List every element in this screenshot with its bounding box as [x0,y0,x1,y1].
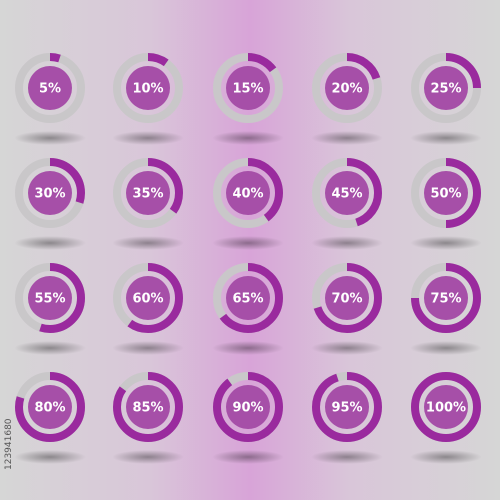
ring-arc [113,372,183,442]
shadow [311,131,383,145]
ring-arc [15,158,85,228]
value-label: 60% [132,292,163,307]
shadow [212,450,284,464]
shadow [14,131,86,145]
value-label: 50% [430,187,461,202]
shadow [112,131,184,145]
value-label: 65% [232,292,263,307]
shadow [311,341,383,355]
shadow [14,450,86,464]
value-label: 30% [34,187,65,202]
value-label: 35% [132,187,163,202]
shadow [410,450,482,464]
center-disc [28,385,72,429]
center-disc [424,276,468,320]
ring-arc [411,158,481,228]
ring-arc [312,372,382,442]
shadow [311,236,383,250]
center-disc [424,66,468,110]
ring-arc [15,372,85,442]
ring-arc [213,263,283,333]
ring-arc [113,158,183,228]
shadow [410,236,482,250]
center-disc [126,171,170,215]
ring-arc [411,372,481,442]
ring-arc [312,263,382,333]
side-label: 123941680 [4,418,14,470]
ring-arc [213,372,283,442]
center-disc [325,66,369,110]
ring-arc [15,53,85,123]
shadow [14,236,86,250]
center-disc [28,276,72,320]
value-label: 90% [232,401,263,416]
center-disc [126,66,170,110]
value-label: 85% [132,401,163,416]
value-label: 20% [331,82,362,97]
center-disc [424,385,468,429]
shadow [410,131,482,145]
center-disc [28,66,72,110]
ring-arc [113,53,183,123]
center-disc [28,171,72,215]
center-disc [126,385,170,429]
ring-arc [312,158,382,228]
ring-arc [312,53,382,123]
value-label: 75% [430,292,461,307]
center-disc [325,171,369,215]
value-label: 40% [232,187,263,202]
center-disc [325,276,369,320]
value-label: 45% [331,187,362,202]
value-label: 55% [34,292,65,307]
value-label: 25% [430,82,461,97]
value-label: 100% [426,401,466,416]
value-label: 10% [132,82,163,97]
shadow [14,341,86,355]
ring-arc [213,158,283,228]
center-disc [226,385,270,429]
shadow [112,450,184,464]
value-label: 95% [331,401,362,416]
shadow [311,450,383,464]
value-label: 15% [232,82,263,97]
shadow [112,236,184,250]
center-disc [226,66,270,110]
center-disc [424,171,468,215]
center-disc [226,276,270,320]
shadow [212,236,284,250]
value-label: 70% [331,292,362,307]
ring-arc [15,263,85,333]
shadow [212,341,284,355]
value-label: 80% [34,401,65,416]
ring-arc [113,263,183,333]
shadow [112,341,184,355]
shadow [212,131,284,145]
center-disc [226,171,270,215]
center-disc [126,276,170,320]
value-label: 5% [39,82,61,97]
shadow [410,341,482,355]
center-disc [325,385,369,429]
ring-arc [411,263,481,333]
ring-arc [411,53,481,123]
ring-arc [213,53,283,123]
